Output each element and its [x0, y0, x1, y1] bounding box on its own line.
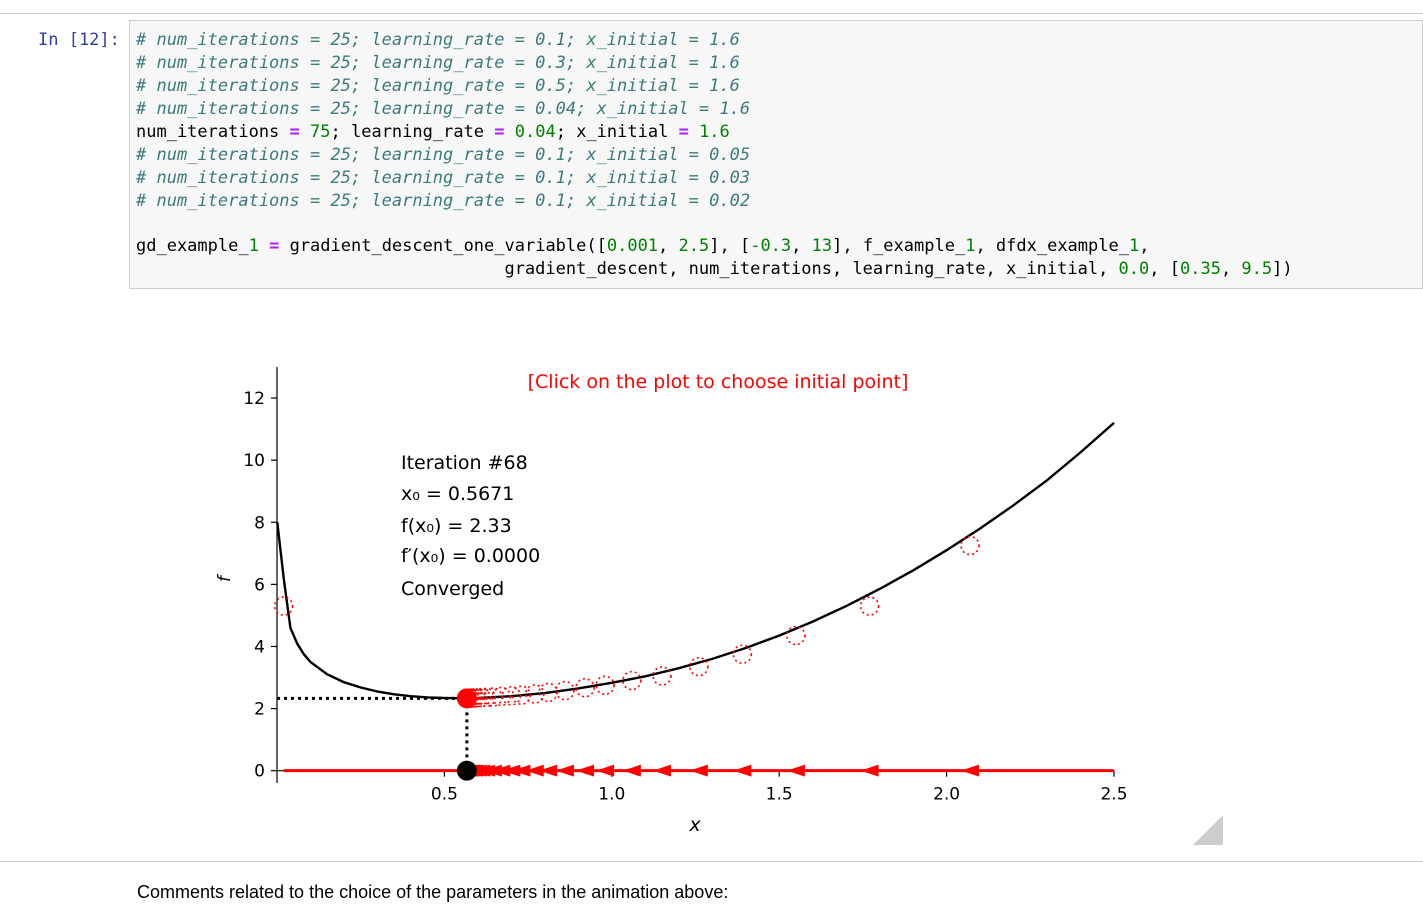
iterate-point — [689, 656, 709, 677]
iterate-point — [960, 535, 980, 556]
iterate-point — [461, 688, 481, 708]
gradient-descent-plot[interactable]: 0 2 4 6 8 10 12 0.5 1.0 1.5 2.0 2.5 [Click on the p… — [190, 355, 1230, 850]
status-label: Converged — [401, 578, 504, 600]
x-axis-label: x — [688, 814, 701, 836]
x-tick-label: 0.5 — [431, 785, 458, 805]
gradient-arrows-layer — [283, 764, 1114, 777]
iterate-point — [859, 596, 880, 616]
axes-layer: 0 2 4 6 8 10 12 0.5 1.0 1.5 2.0 2.5 — [243, 367, 1128, 805]
code-blank-line — [136, 213, 1293, 235]
gradient-arrow — [502, 764, 521, 777]
gradient-arrow — [860, 764, 879, 777]
gradient-arrow — [622, 764, 641, 777]
markdown-comment: Comments related to the choice of the pa… — [137, 882, 729, 902]
y-tick-label: 10 — [243, 451, 265, 471]
current-point-on-curve — [456, 688, 477, 709]
plot-instruction[interactable]: [Click on the plot to choose initial poi… — [528, 371, 909, 393]
info-box: Iteration #68 x₀ = 0.5671 f(x₀) = 2.33 f… — [401, 452, 540, 600]
y-tick-label: 12 — [243, 389, 265, 409]
y-tick-label: 2 — [254, 700, 265, 720]
iterates-layer — [273, 535, 980, 709]
iterate-point — [622, 670, 642, 691]
code-line: num_iterations = 75; learning_rate = 0.0… — [136, 122, 730, 142]
code-comment-line: # num_iterations = 25; learning_rate = 0… — [136, 76, 740, 96]
iteration-label: Iteration #68 — [401, 452, 528, 474]
iterate-point — [511, 685, 532, 706]
x-tick-label: 2.5 — [1100, 785, 1127, 805]
code-comment-line: # num_iterations = 25; learning_rate = 0… — [136, 191, 751, 211]
cell-top-border — [0, 13, 1423, 14]
code-comment-line: # num_iterations = 25; learning_rate = 0… — [136, 99, 751, 119]
gradient-arrow — [512, 764, 531, 777]
x0-label: x₀ = 0.5671 — [401, 483, 514, 505]
code-editor-text[interactable]: # num_iterations = 25; learning_rate = 0… — [136, 29, 1293, 281]
gradient-arrow — [596, 764, 615, 777]
gradient-arrow — [653, 764, 672, 777]
iterate-point — [273, 596, 294, 616]
gradient-arrow — [539, 764, 558, 777]
iterate-point — [786, 625, 806, 646]
iterate-point — [483, 687, 503, 707]
y-tick-label: 6 — [254, 575, 265, 595]
iterate-point — [555, 680, 575, 701]
y-tick-label: 8 — [254, 513, 265, 533]
iterate-point — [575, 677, 595, 698]
code-line: gradient_descent, num_iterations, learni… — [136, 259, 1293, 279]
x-tick-label: 1.0 — [598, 785, 625, 805]
iterate-point — [463, 688, 483, 708]
current-point-on-axis — [456, 760, 477, 781]
iterate-point — [471, 687, 492, 708]
current-point-layer — [456, 688, 477, 781]
iterate-point — [652, 666, 672, 686]
x-tick-label: 1.5 — [766, 785, 793, 805]
gradient-arrow — [689, 764, 708, 777]
code-comment-line: # num_iterations = 25; learning_rate = 0… — [136, 145, 751, 165]
iterate-point — [464, 688, 485, 708]
gradient-arrow — [961, 764, 980, 777]
y-axis-label: f — [215, 573, 235, 582]
cell-prompt: In [12]: — [38, 30, 120, 50]
code-comment-line: # num_iterations = 25; learning_rate = 0… — [136, 53, 740, 73]
code-line: gd_example_1 = gradient_descent_one_vari… — [136, 236, 1150, 256]
iterate-point — [468, 688, 488, 708]
iterate-point — [595, 675, 615, 696]
x-tick-label: 2.0 — [933, 785, 960, 805]
iterate-point — [538, 682, 558, 703]
plot-canvas[interactable]: 0 2 4 6 8 10 12 0.5 1.0 1.5 2.0 2.5 [Click on the p… — [190, 355, 1230, 850]
code-cell-editor[interactable]: # num_iterations = 25; learning_rate = 0… — [129, 20, 1423, 289]
dfx0-label: f′(x₀) = 0.0000 — [401, 545, 540, 567]
gradient-arrow — [733, 764, 752, 777]
iterate-point — [501, 686, 522, 706]
gradient-arrow — [525, 764, 544, 777]
y-tick-label: 4 — [254, 637, 265, 657]
guide-lines — [277, 696, 469, 771]
cell-bottom-border — [0, 861, 1423, 862]
y-tick-label: 0 — [254, 762, 265, 782]
function-curve — [276, 421, 1115, 700]
code-comment-line: # num_iterations = 25; learning_rate = 0… — [136, 30, 740, 50]
fx0-label: f(x₀) = 2.33 — [401, 515, 512, 537]
iterate-point — [732, 644, 753, 665]
iterate-point — [491, 686, 512, 707]
gradient-arrow — [786, 764, 805, 777]
code-comment-line: # num_iterations = 25; learning_rate = 0… — [136, 168, 751, 188]
gradient-arrow — [576, 764, 595, 777]
iterate-point — [459, 688, 480, 709]
iterate-point — [476, 687, 497, 708]
gradient-arrow — [555, 764, 574, 777]
iterate-point — [524, 684, 545, 704]
resize-handle[interactable] — [1193, 815, 1223, 845]
